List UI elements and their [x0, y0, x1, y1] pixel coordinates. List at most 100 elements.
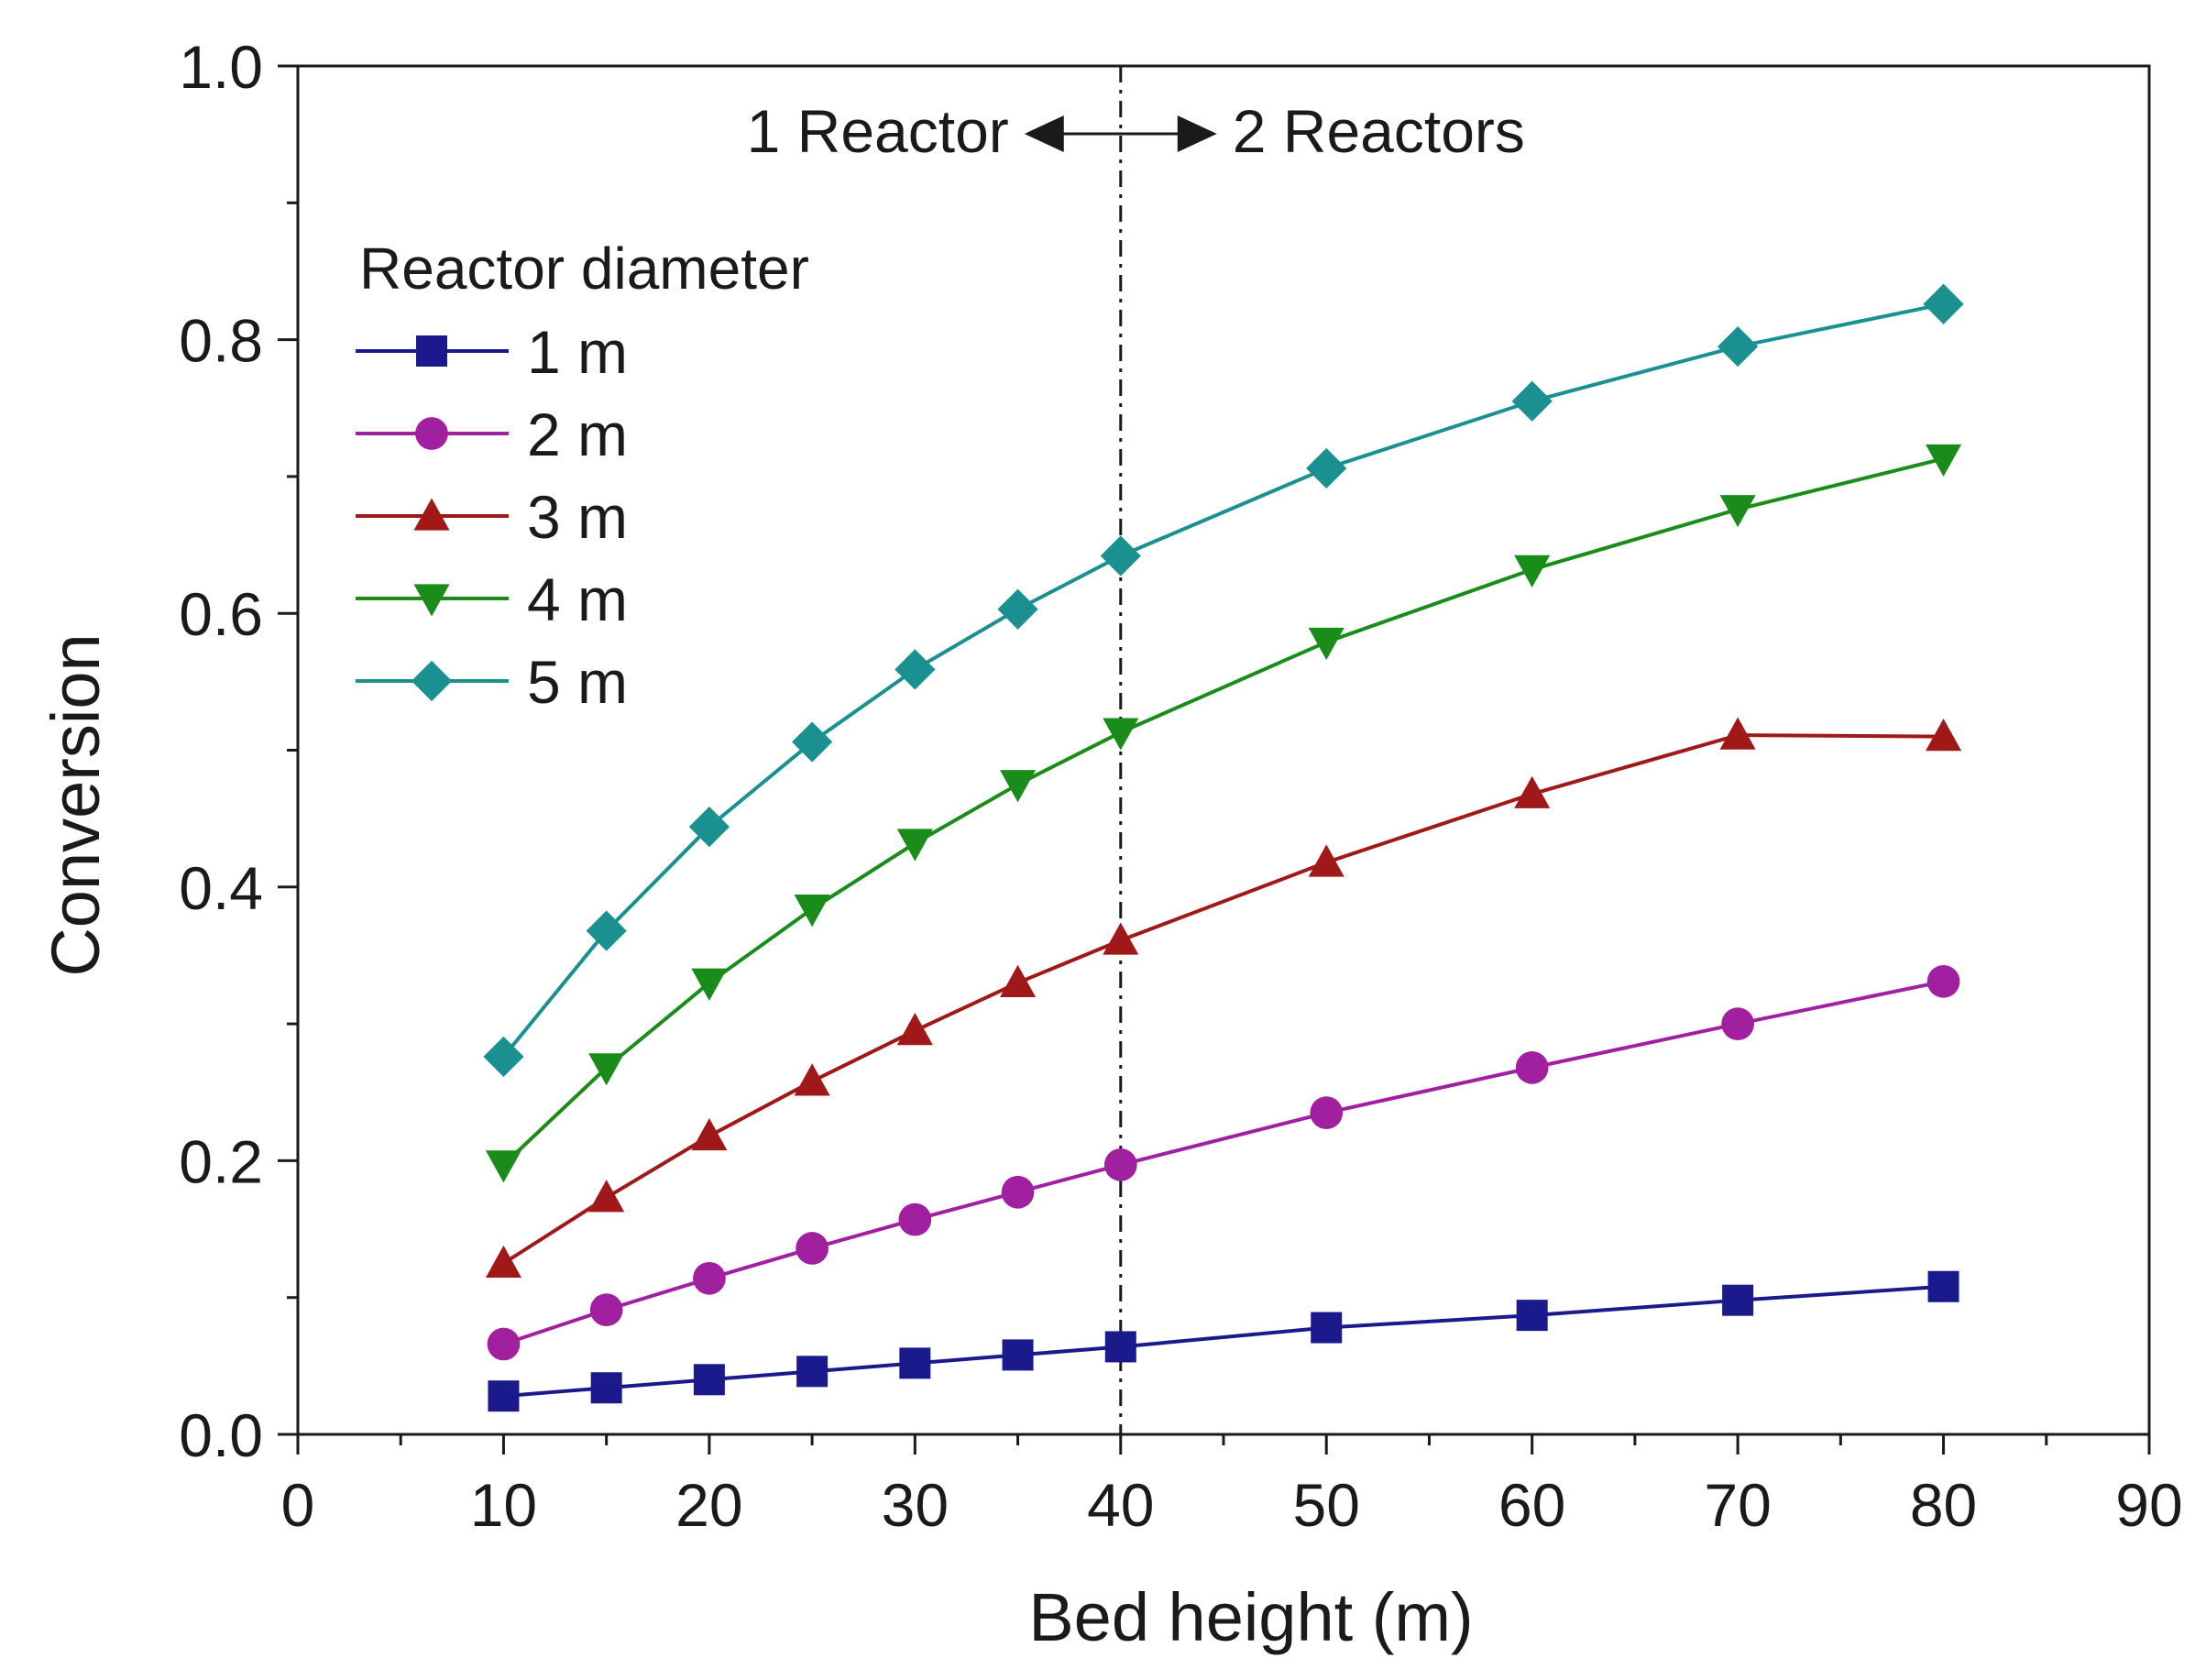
x-tick-label: 90	[2115, 1471, 2182, 1539]
x-tick-label: 70	[1704, 1471, 1771, 1539]
data-point	[1514, 775, 1551, 808]
data-point	[894, 649, 936, 690]
data-point	[487, 1327, 521, 1361]
data-point	[1306, 447, 1347, 489]
data-point	[1002, 1339, 1034, 1371]
x-tick-label: 10	[470, 1471, 537, 1539]
data-point	[588, 1053, 625, 1086]
legend-label: 3 m	[527, 483, 628, 551]
legend-marker	[415, 417, 448, 450]
x-axis-title: Bed height (m)	[1028, 1579, 1473, 1655]
data-point	[1310, 1096, 1344, 1129]
data-point	[898, 1202, 932, 1236]
y-tick-label: 1.0	[179, 33, 263, 101]
y-tick-label: 0.0	[179, 1401, 263, 1469]
data-point	[794, 1063, 830, 1096]
data-point	[1514, 555, 1551, 587]
legend-label: 2 m	[527, 401, 628, 468]
series-line	[501, 302, 1944, 1059]
legend-marker	[416, 335, 447, 367]
data-point	[485, 1245, 521, 1279]
legend-label: 4 m	[527, 565, 628, 633]
data-point	[896, 829, 933, 862]
data-point	[488, 1380, 520, 1412]
data-point	[485, 1150, 521, 1183]
legend-label: 1 m	[527, 318, 628, 386]
data-point	[1100, 535, 1141, 576]
series-line	[502, 733, 1944, 1266]
data-point	[796, 1356, 829, 1388]
y-tick-label: 0.6	[179, 580, 263, 648]
data-point	[997, 588, 1038, 630]
data-point	[693, 1364, 725, 1396]
arrow-head-left	[1024, 115, 1064, 152]
x-tick-label: 40	[1087, 1471, 1154, 1539]
data-point	[1308, 627, 1344, 661]
series-5-m	[483, 283, 1964, 1078]
legend-item: 3 m	[356, 483, 628, 551]
legend-group: 1 m 2 m 3 m 4 m 5 m	[356, 318, 628, 716]
data-point	[1926, 444, 1962, 478]
data-point	[1000, 964, 1037, 997]
legend-item: 5 m	[356, 648, 628, 716]
data-point	[586, 910, 627, 951]
series-4-m	[485, 444, 1962, 1183]
legend-item: 2 m	[356, 401, 628, 468]
x-tick-label: 30	[882, 1471, 949, 1539]
data-point	[1103, 1148, 1137, 1181]
data-point	[1718, 325, 1759, 368]
legend-item: 4 m	[356, 565, 628, 633]
x-tick-label: 50	[1293, 1471, 1360, 1539]
data-point	[794, 895, 830, 928]
series-group	[483, 283, 1964, 1412]
data-point	[1001, 1175, 1035, 1209]
annotation-two-reactors: 2 Reactors	[1233, 97, 1525, 165]
data-point	[1719, 495, 1756, 528]
legend-label: 5 m	[527, 648, 628, 716]
data-point	[1103, 922, 1139, 955]
data-point	[688, 807, 730, 848]
data-point	[691, 968, 728, 1001]
annotation-one-reactor: 1 Reactor	[747, 97, 1009, 165]
data-point	[1721, 1007, 1754, 1040]
arrow-head-right	[1177, 115, 1217, 152]
data-point	[1923, 283, 1964, 324]
y-tick-label: 0.4	[179, 854, 263, 922]
data-point	[1515, 1051, 1549, 1084]
data-point	[899, 1347, 931, 1379]
data-point	[1926, 719, 1962, 752]
legend-marker	[411, 660, 453, 702]
data-point	[796, 1232, 829, 1265]
legend-title: Reactor diameter	[359, 236, 809, 302]
data-point	[896, 1013, 933, 1046]
data-point	[691, 1117, 728, 1151]
data-point	[483, 1036, 524, 1078]
y-axis-title: Conversion	[38, 633, 114, 976]
data-point	[1104, 1331, 1136, 1363]
x-tick-label: 60	[1498, 1471, 1565, 1539]
data-point	[1511, 380, 1553, 422]
data-point	[792, 721, 833, 763]
y-tick-label: 0.8	[179, 307, 263, 375]
data-point	[1927, 1270, 1959, 1302]
series-2-m	[487, 964, 1960, 1361]
data-point	[589, 1293, 623, 1326]
ticks-group: 0 10 20 30 40 50 60 70 80 90 0.0 0.2 0.4 0.6 0.8 1.0	[179, 33, 2182, 1539]
data-point	[1103, 718, 1139, 751]
legend-marker	[413, 584, 450, 617]
x-tick-label: 80	[1910, 1471, 1977, 1539]
data-point	[1000, 770, 1037, 803]
y-tick-label: 0.2	[179, 1127, 263, 1195]
annotation-group	[1024, 66, 1217, 1434]
legend-marker	[413, 498, 450, 531]
data-point	[1516, 1300, 1548, 1332]
series-1-m	[488, 1270, 1959, 1412]
data-point	[1308, 844, 1344, 877]
data-point	[1722, 1284, 1754, 1316]
legend-item: 1 m	[356, 318, 628, 386]
data-point	[1719, 717, 1756, 750]
data-point	[590, 1372, 622, 1404]
data-point	[588, 1180, 625, 1213]
